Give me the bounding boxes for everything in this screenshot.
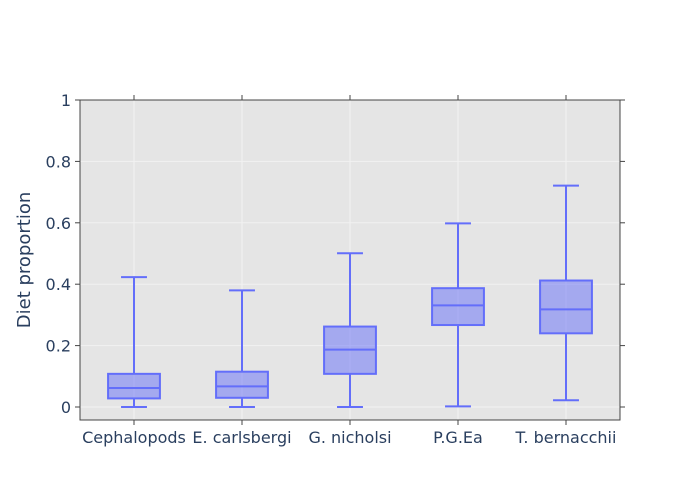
iqr-box [539, 279, 593, 335]
x-axis-ticks: Cephalopods E. carlsbergi G. nicholsi P.G.E… [82, 95, 616, 447]
y-tick-label: 0.2 [46, 337, 71, 356]
y-tick-label: 1 [61, 91, 71, 110]
y-axis-ticks: 0 0.2 0.4 0.6 0.8 1 [46, 91, 625, 417]
x-tick-label: P.G.Ea [433, 428, 483, 447]
iqr-box [215, 370, 269, 399]
x-tick-label: T. bernacchii [515, 428, 617, 447]
iqr-box [107, 372, 161, 400]
box-p-g-ea [431, 222, 485, 408]
x-tick-label: G. nicholsi [308, 428, 391, 447]
y-tick-label: 0.6 [46, 214, 71, 233]
box-e-carlsbergi [215, 289, 269, 408]
x-tick-label: Cephalopods [82, 428, 186, 447]
y-tick-label: 0 [61, 398, 71, 417]
iqr-box [431, 287, 485, 327]
box-g-nicholsi [323, 252, 377, 408]
plot-frame [79, 99, 621, 421]
y-tick-label: 0.8 [46, 152, 71, 171]
y-tick-label: 0.4 [46, 275, 71, 294]
box-t-bernacchii [539, 184, 593, 402]
box-series [107, 184, 593, 408]
x-tick-label: E. carlsbergi [192, 428, 291, 447]
box-cephalopods [107, 276, 161, 408]
y-axis-title: Diet proportion [14, 192, 35, 328]
